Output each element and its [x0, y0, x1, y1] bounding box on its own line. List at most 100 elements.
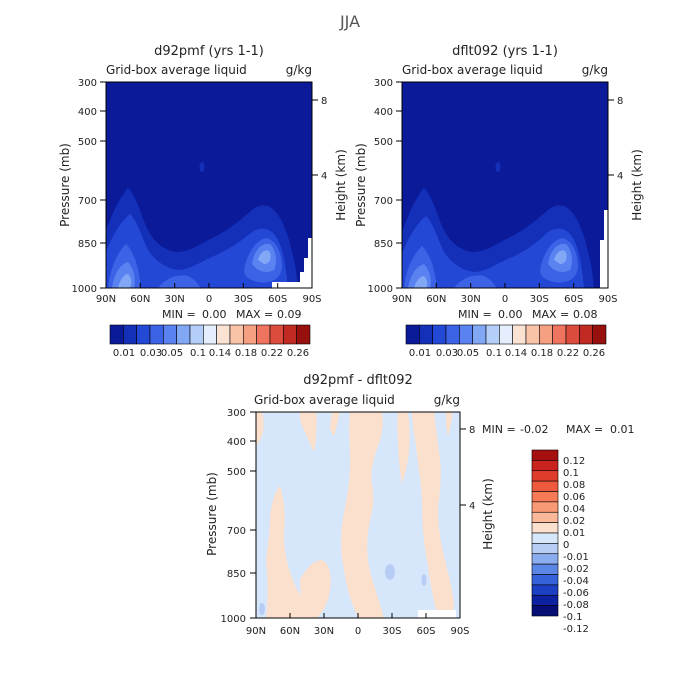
colorbar-label: -0.04: [563, 576, 589, 587]
panel-difference: d92pmf - dflt092 Grid-box average liquid…: [205, 373, 635, 637]
panel-title: d92pmf (yrs 1-1): [154, 44, 264, 59]
colorbar: [109, 324, 311, 345]
colorbar-swatch: [531, 543, 559, 555]
right-tick-label: 8: [321, 96, 327, 107]
right-tick-label: 4: [321, 171, 327, 182]
contour-spot: [199, 162, 205, 172]
x-tick-label: 60N: [130, 294, 150, 305]
positive-region: [341, 412, 384, 618]
y-axis-label: Pressure (mb): [354, 143, 368, 227]
colorbar-label: 0: [563, 540, 569, 551]
right-tick-label: 8: [617, 96, 623, 107]
negative-spot: [259, 603, 265, 615]
x-tick-label: 30N: [461, 294, 481, 305]
right-axis-label: Height (km): [334, 149, 348, 220]
colorbar-swatch: [405, 324, 420, 345]
positive-region: [266, 486, 304, 618]
y-tick-label: 1000: [221, 614, 246, 625]
max-label: MAX =: [566, 423, 603, 436]
colorbar-label: 0.01: [113, 348, 135, 359]
colorbar-label: 0.01: [409, 348, 431, 359]
y-tick-label: 400: [78, 107, 97, 118]
missing-data: [418, 610, 456, 618]
x-tick-label: 90S: [450, 626, 469, 637]
colorbar-label: 0.05: [457, 348, 479, 359]
panel-title: dflt092 (yrs 1-1): [452, 44, 558, 59]
x-tick-label: 30N: [314, 626, 334, 637]
positive-region: [300, 560, 331, 618]
x-axis-ticks: 90N 60N 30N 0 30S 60S 90S: [246, 613, 470, 637]
colorbar: [405, 324, 607, 345]
colorbar-label: 0.06: [563, 492, 585, 503]
min-value: 0.00: [202, 308, 227, 321]
colorbar-label: 0.1: [486, 348, 502, 359]
x-axis-ticks: 90N 60N 30N 0 30S 60S 90S: [392, 283, 618, 305]
colorbar-label: 0.04: [563, 504, 585, 515]
colorbar-labels: 0.01 0.03 0.05 0.1 0.14 0.18 0.22 0.26: [409, 348, 605, 359]
colorbar-swatch: [123, 324, 137, 345]
positive-region: [412, 412, 454, 618]
contour-field: [106, 82, 312, 288]
x-tick-label: 30S: [234, 294, 253, 305]
y-axis-ticks: 300 400 500 700 850 1000: [72, 78, 106, 295]
colorbar-swatch: [531, 501, 559, 513]
colorbar-swatch: [531, 594, 559, 606]
x-tick-label: 90N: [96, 294, 116, 305]
colorbar-swatch: [459, 324, 473, 345]
colorbar-label: 0.22: [261, 348, 283, 359]
colorbar-label: -0.06: [563, 588, 589, 599]
y-axis-ticks: 300 400 500 700 850 1000: [368, 78, 402, 295]
colorbar-swatch: [539, 324, 553, 345]
y-tick-label: 400: [374, 107, 393, 118]
colorbar-swatch: [176, 324, 191, 345]
units-label: g/kg: [286, 63, 312, 77]
missing-data: [272, 238, 312, 288]
colorbar-swatch: [531, 553, 559, 565]
y-tick-label: 300: [227, 408, 246, 419]
colorbar-swatch: [531, 605, 559, 617]
right-tick-label: 4: [469, 501, 475, 512]
colorbar-label: 0.22: [557, 348, 579, 359]
right-axis-ticks: 8 4: [312, 96, 327, 182]
colorbar-swatch: [149, 324, 164, 345]
colorbar-swatch: [531, 449, 559, 461]
colorbar-swatch: [531, 511, 559, 523]
y-tick-label: 500: [374, 137, 393, 148]
contour-level-2: [106, 214, 288, 288]
positive-region: [300, 412, 317, 452]
colorbar-label: 0.05: [161, 348, 183, 359]
y-tick-label: 500: [78, 137, 97, 148]
x-tick-label: 90N: [392, 294, 412, 305]
y-axis-label: Pressure (mb): [58, 143, 72, 227]
page-title: JJA: [339, 12, 360, 31]
x-tick-label: 0: [502, 294, 508, 305]
colorbar-swatch: [531, 522, 559, 534]
contour-spot: [495, 162, 501, 172]
y-tick-label: 500: [227, 467, 246, 478]
colorbar-swatch: [269, 324, 284, 345]
colorbar-label: 0.12: [563, 456, 585, 467]
colorbar-swatch: [592, 324, 607, 345]
colorbar-labels: 0.01 0.03 0.05 0.1 0.14 0.18 0.22 0.26: [113, 348, 309, 359]
colorbar-swatch: [531, 574, 559, 586]
panel-dflt092: dflt092 (yrs 1-1) Grid-box average liqui…: [354, 44, 644, 359]
colorbar-label: 0.03: [140, 348, 162, 359]
x-tick-label: 90N: [246, 626, 266, 637]
colorbar-swatch: [552, 324, 567, 345]
colorbar-swatch: [419, 324, 433, 345]
colorbar-swatch: [445, 324, 460, 345]
positive-region: [446, 412, 452, 436]
min-value: 0.00: [498, 308, 523, 321]
colorbar-swatch: [432, 324, 447, 345]
max-value: 0.08: [573, 308, 598, 321]
colorbar-label: 0.26: [583, 348, 605, 359]
x-tick-label: 30S: [530, 294, 549, 305]
x-tick-label: 60S: [416, 626, 435, 637]
right-tick-label: 4: [617, 171, 623, 182]
max-label: MAX =: [532, 308, 569, 321]
max-value: 0.01: [610, 423, 635, 436]
colorbar-label: 0.01: [563, 528, 585, 539]
colorbar-swatch: [531, 460, 559, 472]
y-tick-label: 850: [78, 239, 97, 250]
